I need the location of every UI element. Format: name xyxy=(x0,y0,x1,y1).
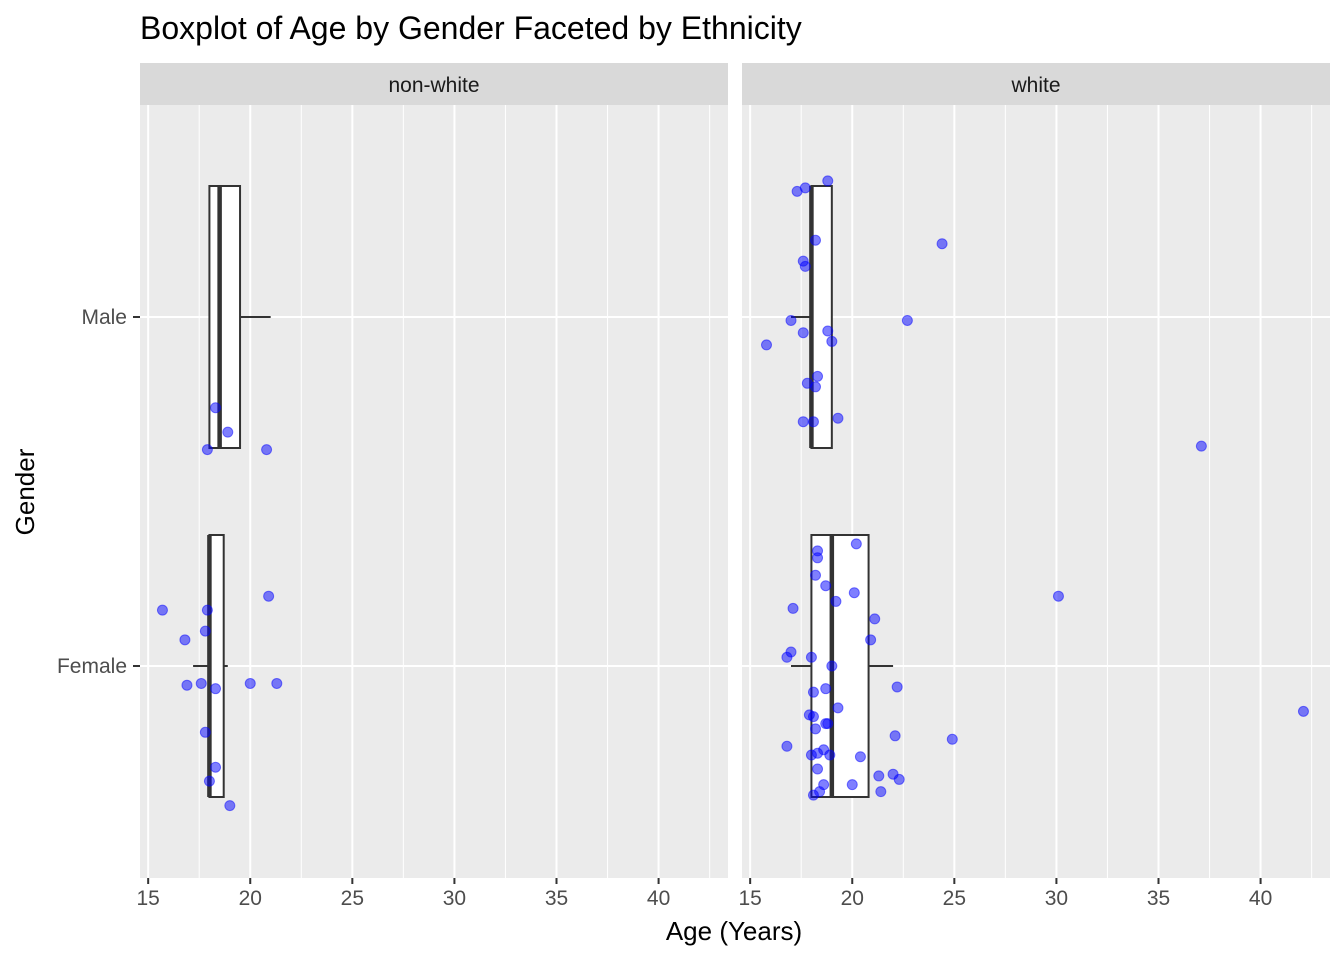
data-point xyxy=(181,679,193,691)
data-point xyxy=(787,602,799,614)
data-point xyxy=(807,416,819,428)
data-point xyxy=(261,444,273,456)
x-tick-label: 25 xyxy=(341,887,364,910)
data-point xyxy=(263,590,275,602)
y-tick-label-female: Female xyxy=(57,655,127,678)
data-point xyxy=(807,789,819,801)
data-point xyxy=(832,702,844,714)
x-tick-label: 15 xyxy=(136,887,159,910)
x-tick-label: 30 xyxy=(443,887,466,910)
data-point xyxy=(271,677,283,689)
data-point xyxy=(946,733,958,745)
data-point xyxy=(820,580,832,592)
data-point xyxy=(832,412,844,424)
data-point xyxy=(805,749,817,761)
data-point xyxy=(854,751,866,763)
data-point xyxy=(1297,705,1309,717)
data-point xyxy=(203,775,215,787)
data-point xyxy=(244,677,256,689)
data-point xyxy=(785,314,797,326)
data-point xyxy=(826,660,838,672)
data-point xyxy=(210,761,222,773)
data-point xyxy=(936,238,948,250)
data-point xyxy=(210,402,222,414)
y-axis-title: Gender xyxy=(10,448,40,535)
data-point xyxy=(812,763,824,775)
y-axis: Male Female xyxy=(57,306,140,678)
box-female xyxy=(193,534,228,798)
data-point xyxy=(824,749,836,761)
data-point xyxy=(1052,590,1064,602)
facet-panel-non-white: non-white 15 20 25 30 35 40 xyxy=(136,63,728,910)
data-point xyxy=(222,426,234,438)
data-point xyxy=(1195,440,1207,452)
data-point xyxy=(901,314,913,326)
box-iqr xyxy=(810,185,833,449)
data-point xyxy=(865,634,877,646)
x-tick-label: 30 xyxy=(1045,887,1068,910)
data-point xyxy=(810,381,821,393)
x-tick-label: 25 xyxy=(943,887,966,910)
data-point xyxy=(810,723,821,735)
data-point xyxy=(179,634,191,646)
data-point xyxy=(850,538,862,550)
facet-strip xyxy=(140,63,728,105)
data-point xyxy=(812,552,824,564)
x-tick-label: 20 xyxy=(239,887,262,910)
data-point xyxy=(199,625,211,637)
data-point xyxy=(873,770,885,782)
data-point xyxy=(807,686,819,698)
x-tick-label: 35 xyxy=(1147,887,1170,910)
data-point xyxy=(822,718,834,730)
data-point xyxy=(812,370,824,382)
facet-strip-label: white xyxy=(1010,74,1060,97)
data-point xyxy=(791,185,803,197)
facet-strip xyxy=(742,63,1330,105)
data-point xyxy=(201,604,213,616)
data-point xyxy=(807,711,819,723)
x-tick-label: 15 xyxy=(738,887,761,910)
data-point xyxy=(820,683,832,695)
data-point xyxy=(797,327,809,339)
data-point xyxy=(201,444,213,456)
data-point xyxy=(781,740,793,752)
data-point xyxy=(822,175,834,187)
data-point xyxy=(875,786,887,798)
x-tick-label: 20 xyxy=(841,887,864,910)
data-point xyxy=(805,651,817,663)
data-point xyxy=(846,779,858,791)
chart-title: Boxplot of Age by Gender Faceted by Ethn… xyxy=(140,10,802,46)
data-point xyxy=(761,339,772,351)
data-point xyxy=(826,335,838,347)
data-point xyxy=(156,604,168,616)
data-point xyxy=(210,683,222,695)
data-point xyxy=(799,260,811,272)
data-point xyxy=(781,651,793,663)
x-tick-label: 35 xyxy=(545,887,568,910)
data-point xyxy=(848,587,860,599)
data-point xyxy=(830,595,842,607)
data-point xyxy=(893,773,905,785)
data-point xyxy=(195,677,207,689)
data-point xyxy=(822,325,834,337)
data-point xyxy=(869,613,881,625)
data-point xyxy=(889,730,901,742)
data-point xyxy=(224,800,236,812)
facet-panels: non-white 15 20 25 30 35 40 white 15 20 25 30 35 40 xyxy=(136,63,1330,910)
x-tick-label: 40 xyxy=(647,887,670,910)
data-point xyxy=(891,681,903,693)
facet-panel-white: white 15 20 25 30 35 40 xyxy=(738,63,1330,910)
x-tick-label: 40 xyxy=(1249,887,1272,910)
data-point xyxy=(797,416,809,428)
facet-strip-label: non-white xyxy=(388,74,479,97)
data-point xyxy=(199,726,211,738)
data-point xyxy=(810,569,821,581)
y-tick-label-male: Male xyxy=(81,306,127,329)
data-point xyxy=(810,234,821,246)
x-axis-title: Age (Years) xyxy=(666,916,802,946)
